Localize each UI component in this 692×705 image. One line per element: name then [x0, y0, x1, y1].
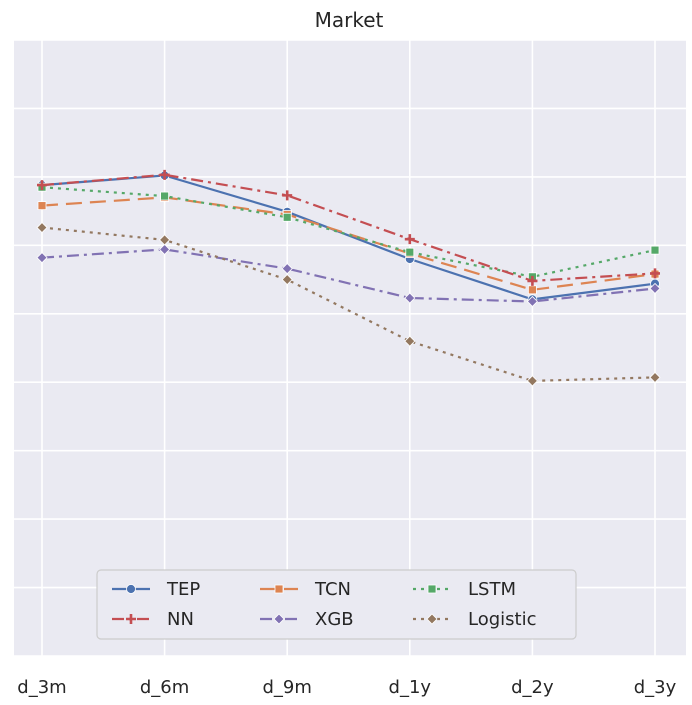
data-point [528, 286, 536, 294]
legend: TEP TCN LSTM NN XGB Logistic [97, 570, 576, 639]
x-axis-ticks: d_3m d_6m d_9m d_1y d_2y d_3y [17, 677, 676, 698]
data-point [283, 213, 291, 221]
data-point [651, 246, 659, 254]
data-point [161, 192, 169, 200]
legend-label: LSTM [468, 579, 516, 600]
x-tick-label: d_3y [634, 677, 677, 698]
plot-background [14, 40, 686, 656]
x-tick-label: d_2y [511, 677, 554, 698]
legend-label: TCN [314, 579, 351, 600]
legend-label: XGB [315, 609, 354, 630]
x-tick-label: d_1y [389, 677, 432, 698]
data-point [406, 248, 414, 256]
legend-marker [275, 585, 283, 593]
legend-label: NN [167, 609, 194, 630]
legend-label: TEP [166, 579, 200, 600]
legend-marker [127, 585, 136, 594]
x-tick-label: d_9m [262, 677, 311, 698]
legend-marker [428, 585, 436, 593]
x-tick-label: d_3m [17, 677, 66, 698]
data-point [38, 202, 46, 210]
x-tick-label: d_6m [140, 677, 189, 698]
legend-label: Logistic [468, 609, 536, 630]
chart-title: Market [315, 8, 384, 32]
